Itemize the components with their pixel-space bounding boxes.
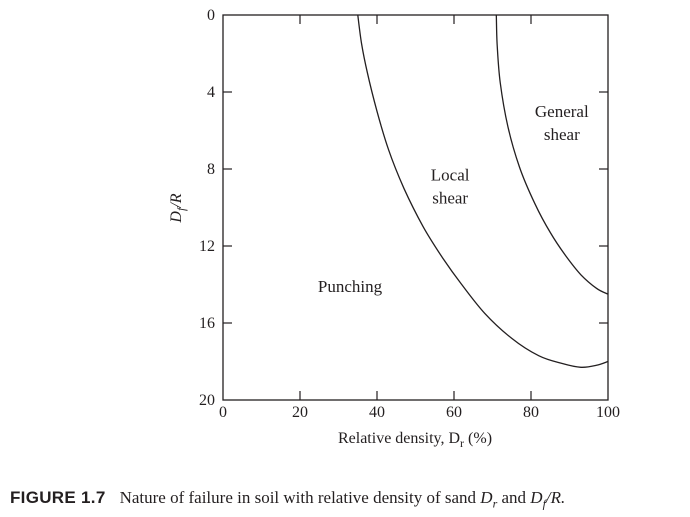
y-tick-label: 16	[199, 315, 215, 332]
x-tick-label: 40	[369, 404, 385, 421]
dr-subscript: r	[492, 496, 498, 511]
plot-frame	[222, 14, 609, 401]
x-axis-title: Relative density, Dr (%)	[338, 430, 492, 450]
x-tick-label: 100	[596, 404, 620, 421]
df-subscript: f	[542, 496, 546, 511]
y-tick-label: 0	[207, 7, 215, 24]
region-label: Local shear	[431, 166, 470, 208]
caption-and: and	[497, 488, 531, 507]
y-tick-label: 12	[199, 238, 215, 255]
caption-text: Nature of failure in soil with relative …	[119, 488, 481, 507]
figure-number: FIGURE 1.7	[10, 488, 106, 507]
local-general-boundary-curve	[495, 14, 609, 295]
x-tick-label: 80	[523, 404, 539, 421]
y-axis-title: Df/R	[168, 193, 188, 223]
df-suffix: /R.	[545, 488, 566, 507]
boundary-curves	[357, 14, 609, 368]
x-tick-label: 60	[446, 404, 462, 421]
dr-symbol: D	[480, 488, 493, 507]
y-tick-label: 20	[199, 392, 215, 409]
x-tick-label: 20	[292, 404, 308, 421]
axis-ticks	[223, 15, 608, 400]
df-symbol: D	[530, 488, 543, 507]
punching-local-boundary-curve	[357, 14, 609, 368]
region-labels: General shear Local shear Punching	[318, 102, 589, 296]
x-tick-label: 0	[219, 404, 227, 421]
figure-caption: FIGURE 1.7 Nature of failure in soil with…	[10, 488, 565, 511]
region-label: General shear	[535, 102, 589, 144]
y-tick-label: 8	[207, 161, 215, 178]
y-tick-label: 4	[207, 84, 215, 101]
region-label: Punching	[318, 277, 383, 296]
